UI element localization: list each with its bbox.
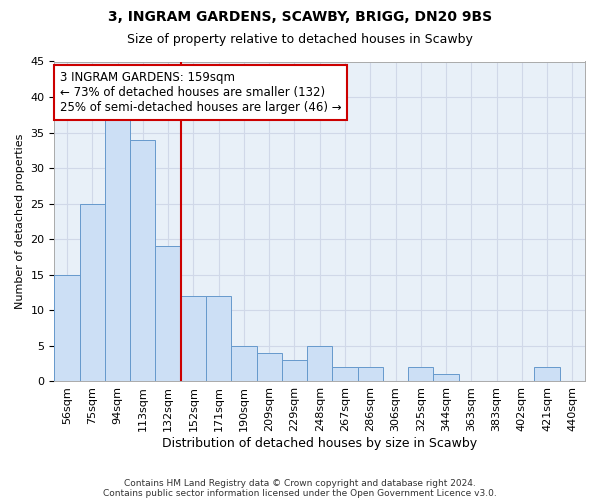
- Bar: [408, 367, 433, 382]
- Text: Size of property relative to detached houses in Scawby: Size of property relative to detached ho…: [127, 32, 473, 46]
- Bar: [332, 367, 358, 382]
- Text: 3, INGRAM GARDENS, SCAWBY, BRIGG, DN20 9BS: 3, INGRAM GARDENS, SCAWBY, BRIGG, DN20 9…: [108, 10, 492, 24]
- Bar: [130, 140, 155, 382]
- Bar: [307, 346, 332, 382]
- Text: 3 INGRAM GARDENS: 159sqm
← 73% of detached houses are smaller (132)
25% of semi-: 3 INGRAM GARDENS: 159sqm ← 73% of detach…: [60, 71, 341, 114]
- Bar: [535, 367, 560, 382]
- Bar: [155, 246, 181, 382]
- Bar: [257, 353, 282, 382]
- Bar: [55, 275, 80, 382]
- Bar: [231, 346, 257, 382]
- Bar: [358, 367, 383, 382]
- Y-axis label: Number of detached properties: Number of detached properties: [15, 134, 25, 309]
- Bar: [105, 118, 130, 382]
- Text: Contains public sector information licensed under the Open Government Licence v3: Contains public sector information licen…: [103, 488, 497, 498]
- X-axis label: Distribution of detached houses by size in Scawby: Distribution of detached houses by size …: [162, 437, 477, 450]
- Bar: [181, 296, 206, 382]
- Bar: [433, 374, 458, 382]
- Bar: [206, 296, 231, 382]
- Bar: [80, 204, 105, 382]
- Text: Contains HM Land Registry data © Crown copyright and database right 2024.: Contains HM Land Registry data © Crown c…: [124, 478, 476, 488]
- Bar: [282, 360, 307, 382]
